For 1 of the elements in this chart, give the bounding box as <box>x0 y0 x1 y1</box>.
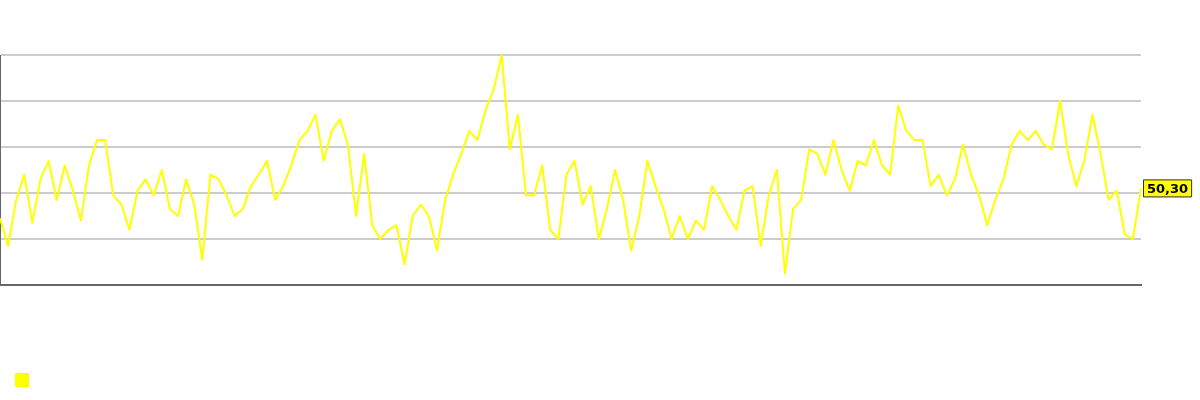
text: 50,30 <box>1147 180 1189 196</box>
